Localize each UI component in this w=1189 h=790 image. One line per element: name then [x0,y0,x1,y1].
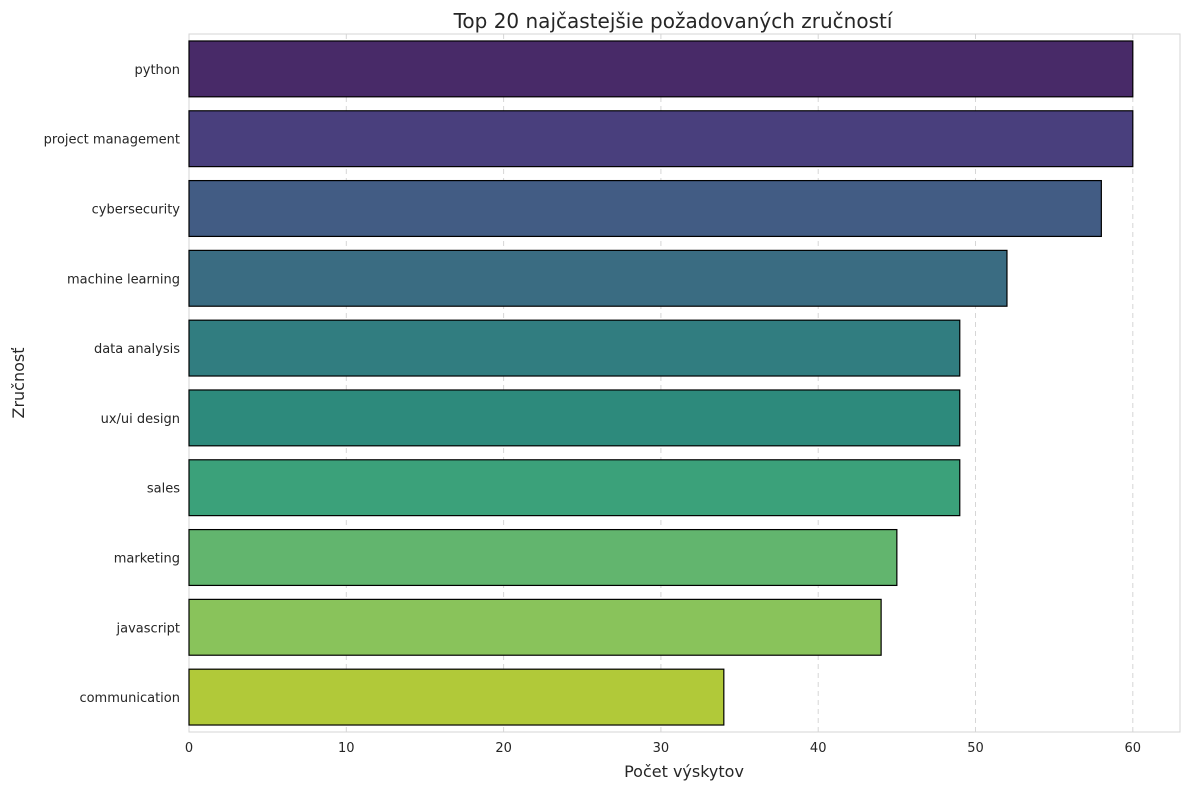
chart-title: Top 20 najčastejšie požadovaných zručnos… [453,9,894,33]
bar [188,179,1102,238]
bar [188,598,882,656]
x-tick-label: 40 [810,741,827,756]
y-tick-label: machine learning [67,272,180,287]
bar [188,389,961,447]
y-tick-label: cybersecurity [92,203,181,218]
y-tick-label: sales [147,482,180,497]
bar [188,110,1134,168]
bar [188,319,961,377]
bars [188,40,1134,726]
bar [188,459,961,517]
plot-frame [188,33,1181,733]
y-tick-label: communication [79,691,180,706]
bar [188,668,725,726]
x-tick-label: 10 [338,741,355,756]
y-tick-label: data analysis [94,342,180,357]
x-tick-label: 30 [653,741,670,756]
y-tick-label: ux/ui design [101,412,180,427]
bar [188,249,1008,307]
bar [188,528,898,587]
x-axis-title: Počet výskytov [624,762,744,781]
x-tick-label: 60 [1125,741,1142,756]
y-tick-labels: python project management cybersecurity mac… [44,63,181,706]
x-tick-label: 20 [495,741,512,756]
x-tick-label: 50 [967,741,984,756]
y-tick-label: javascript [116,621,180,636]
y-axis-title: Zručnosť [9,347,28,418]
bar [188,40,1134,98]
x-tick-label: 0 [185,741,193,756]
y-tick-label: project management [44,133,180,148]
y-tick-label: marketing [114,552,180,567]
y-tick-label: python [135,63,180,78]
x-tick-labels: 0 10 20 30 40 50 60 [185,741,1141,756]
